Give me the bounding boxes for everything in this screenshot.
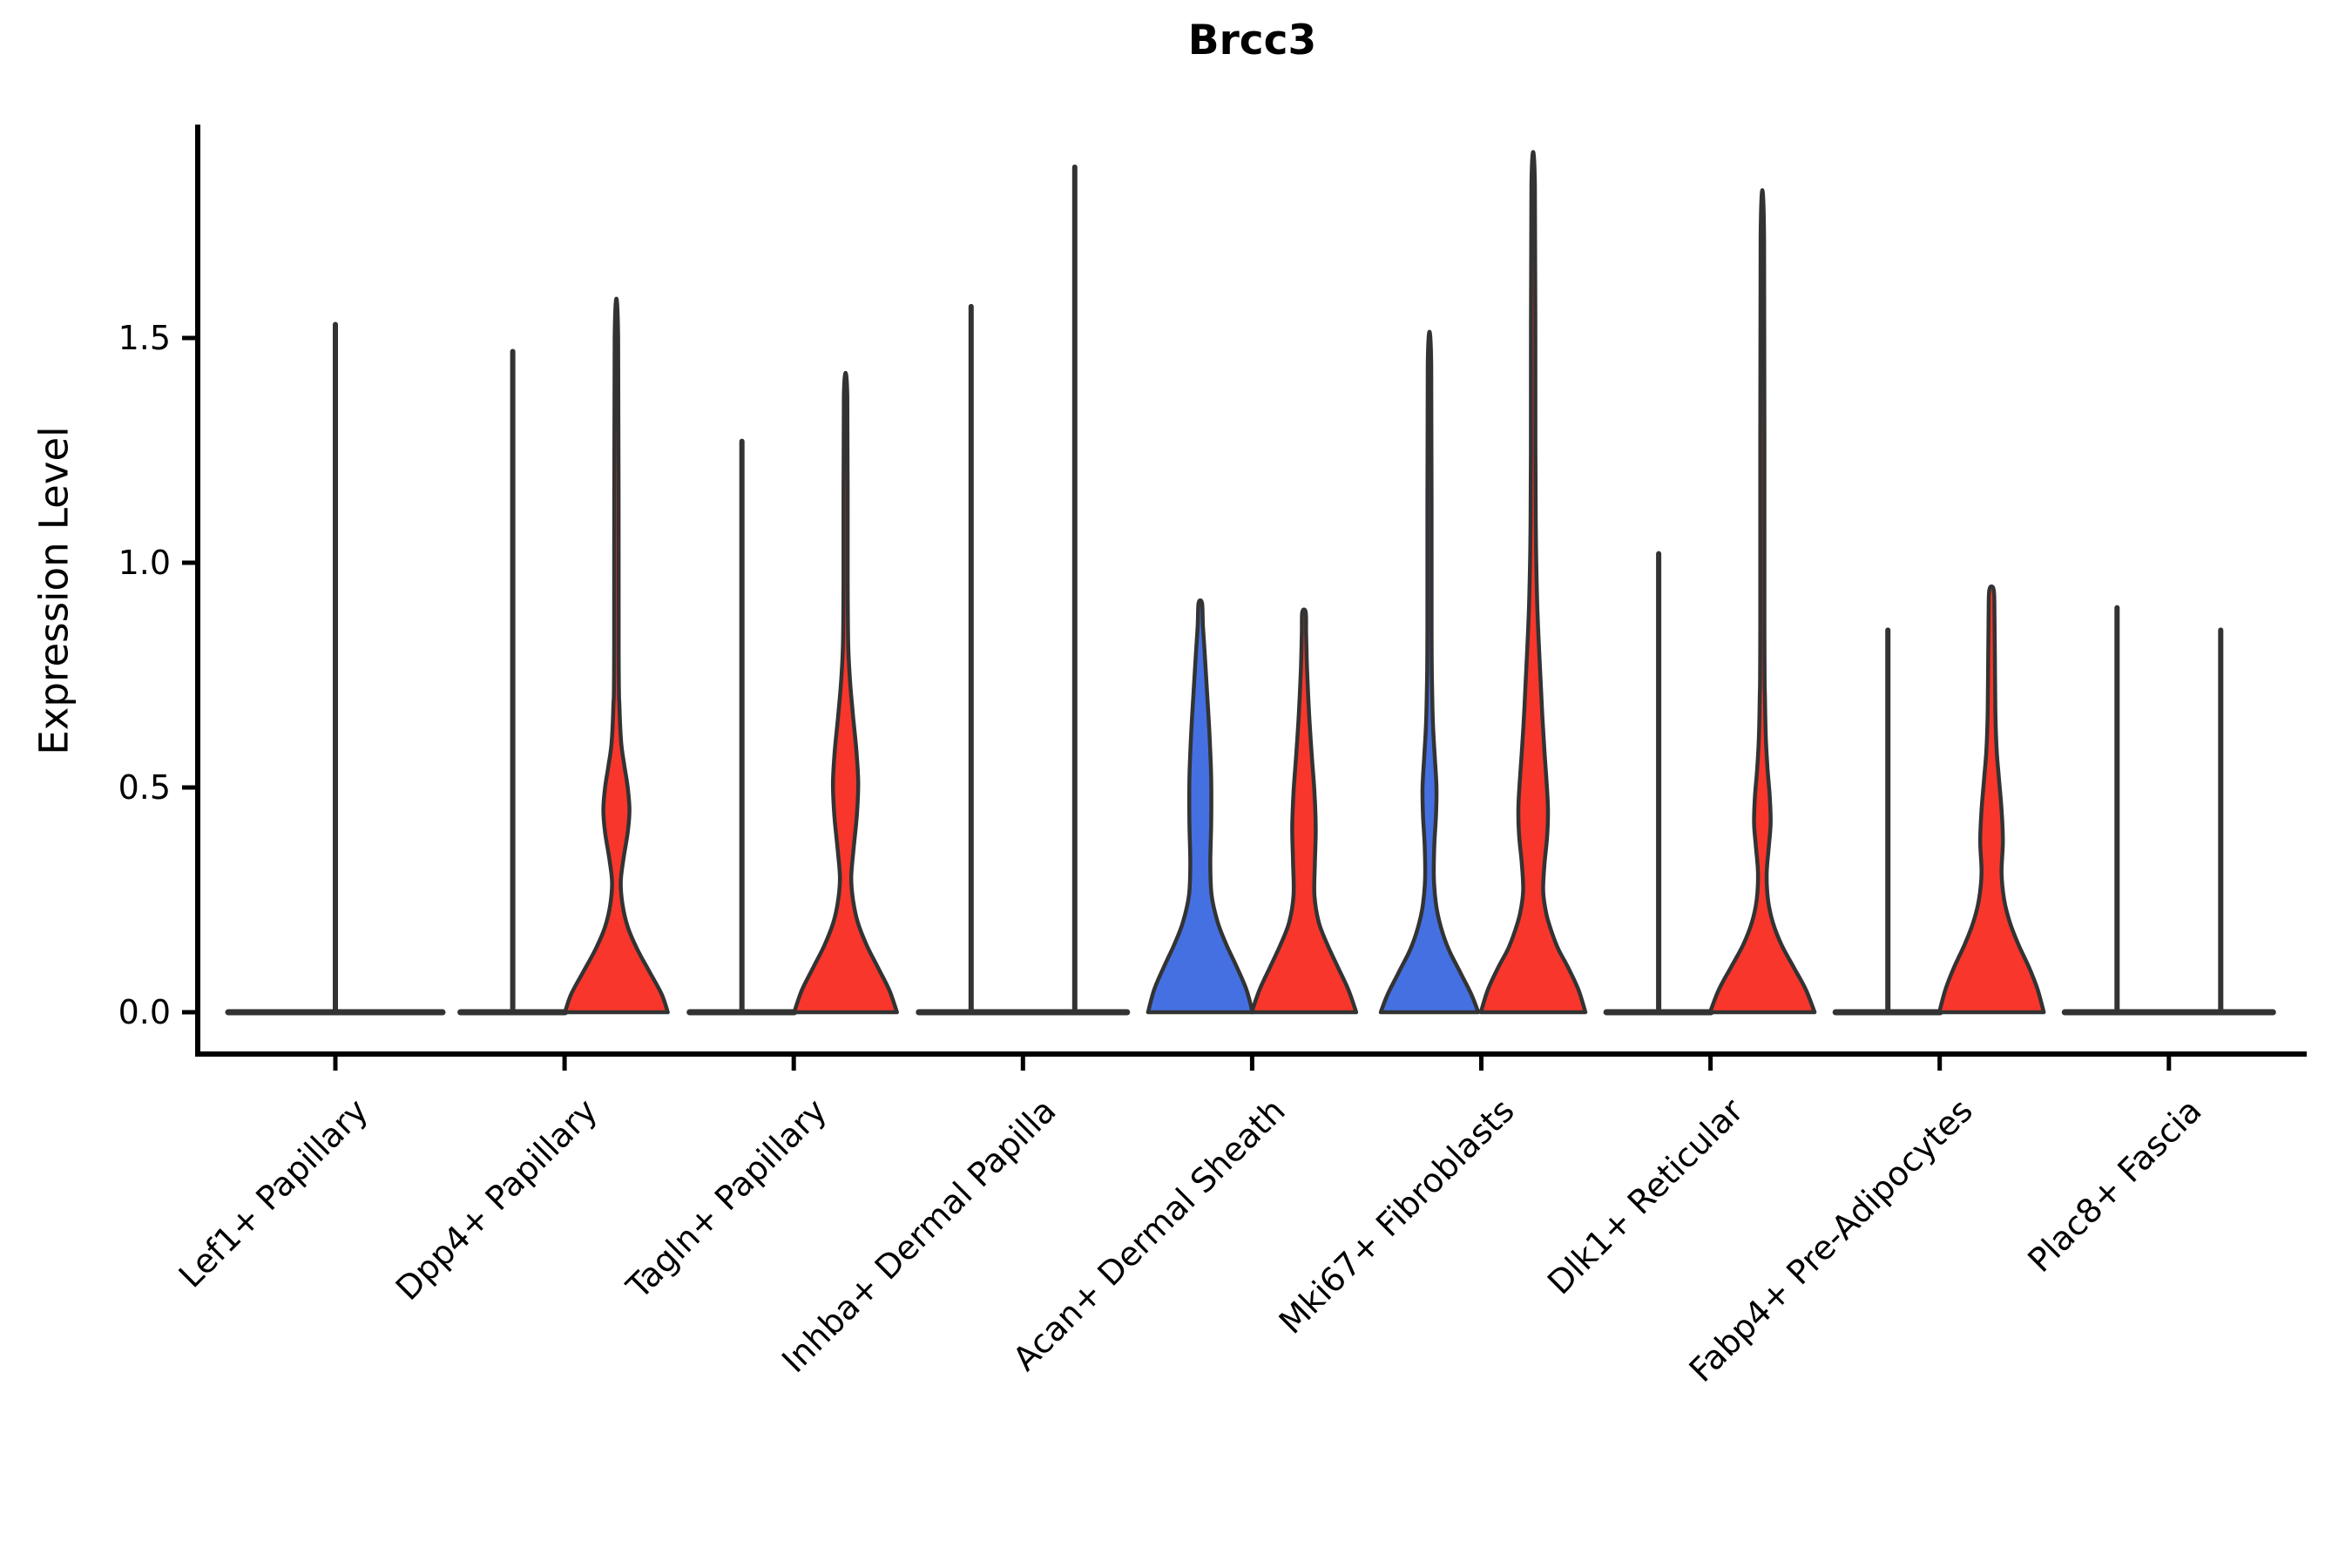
violin-6-left <box>1603 551 1714 1016</box>
chart-title: Brcc3 <box>1187 17 1317 64</box>
violin-1-left <box>457 348 569 1016</box>
violin-5-right <box>1478 150 1588 1015</box>
violin-6-right <box>1707 188 1817 1015</box>
violin-7-right <box>1936 584 2046 1015</box>
y-tick-label: 1.0 <box>118 544 171 582</box>
violin-0-full <box>225 321 446 1016</box>
violin-3-left <box>916 303 1027 1016</box>
violin-4-right <box>1249 607 1359 1015</box>
violin-3-right <box>1019 164 1131 1016</box>
violin-8-right <box>2165 627 2276 1016</box>
violin-2-left <box>686 438 798 1016</box>
violin-2-right <box>792 371 899 1015</box>
violin-5-left <box>1378 329 1481 1015</box>
y-tick-label: 0.0 <box>118 993 171 1031</box>
violin-7-left <box>1832 627 1943 1016</box>
y-tick-label: 0.5 <box>118 768 171 807</box>
violin-8-left <box>2061 605 2173 1016</box>
y-tick-label: 1.5 <box>118 319 171 357</box>
violin-1-right <box>563 296 670 1015</box>
y-axis-label: Expression Level <box>30 426 78 755</box>
violin-4-left <box>1146 598 1255 1015</box>
